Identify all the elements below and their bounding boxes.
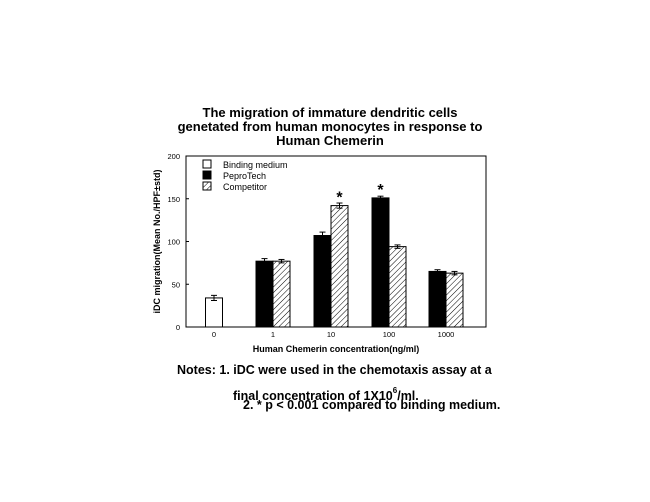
- legend-swatch: [202, 170, 212, 180]
- bar-competitor: [445, 272, 464, 328]
- legend-label: Competitor: [223, 182, 267, 192]
- legend-label: Binding medium: [223, 160, 288, 170]
- legend-label: PeproTech: [223, 171, 266, 181]
- chart-title: The migration of immature dendritic cell…: [150, 106, 510, 148]
- bar-binding-medium: [205, 297, 223, 328]
- bar-competitor: [388, 246, 407, 328]
- x-tick-label: 1000: [438, 330, 455, 339]
- bar-peprotech: [371, 197, 390, 328]
- bar-competitor: [330, 205, 349, 328]
- y-tick-label: 200: [167, 152, 180, 161]
- note-exponent: 6: [392, 386, 398, 395]
- note-line-1: Notes: 1. iDC were used in the chemotaxi…: [177, 363, 492, 377]
- x-tick-label: 100: [383, 330, 396, 339]
- note-line-2-unit: /ml.: [397, 389, 419, 403]
- note-line-3: 2. * p < 0.001 compared to binding mediu…: [243, 398, 500, 412]
- note-line-3-text: 2. * p < 0.001 compared to binding mediu…: [243, 398, 501, 412]
- y-tick-label: 100: [167, 238, 180, 247]
- x-axis-label: Human Chemerin concentration(ng/ml): [253, 344, 420, 354]
- x-tick-label: 1: [271, 330, 275, 339]
- y-axis-label: iDC migration(Mean No./HPF±std): [152, 170, 162, 314]
- significance-asterisk: *: [377, 182, 384, 199]
- y-tick-label: 0: [176, 323, 180, 332]
- bar-peprotech: [313, 235, 332, 328]
- significance-asterisk: *: [336, 190, 343, 207]
- note-line-2-text: final concentration of 1X10: [233, 389, 393, 403]
- note-line-1-text: Notes: 1. iDC were used in the chemotaxi…: [177, 363, 492, 377]
- bar-competitor: [272, 260, 291, 328]
- x-tick-label: 10: [327, 330, 335, 339]
- note-line-2: final concentration of 1X106/ml.: [233, 384, 419, 403]
- legend-swatch: [202, 181, 212, 191]
- y-tick-label: 50: [172, 280, 180, 289]
- title-line-2: genetated from human monocytes in respon…: [177, 119, 483, 134]
- title-line-1: The migration of immature dendritic cell…: [202, 105, 458, 120]
- bar-peprotech: [255, 260, 274, 328]
- legend-swatch: [202, 159, 212, 169]
- title-line-3: Human Chemerin: [276, 133, 384, 148]
- y-tick-label: 150: [167, 195, 180, 204]
- bar-peprotech: [428, 270, 447, 328]
- x-tick-label: 0: [212, 330, 216, 339]
